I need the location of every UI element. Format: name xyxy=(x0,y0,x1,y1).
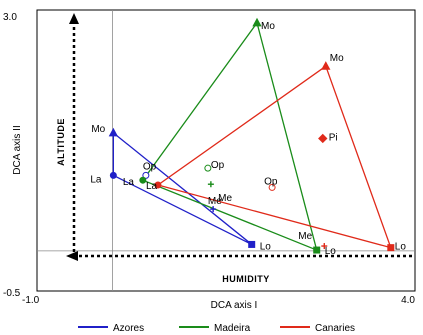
altitude-arrow-head xyxy=(69,13,79,24)
azores-point-lo xyxy=(248,240,256,248)
canaries-point-la-label: La xyxy=(146,181,158,192)
azores-point-me xyxy=(210,206,217,213)
canaries-point-la xyxy=(154,181,162,189)
y-axis-label: DCA axis II xyxy=(12,125,23,174)
canaries-point-pi-label: Pi xyxy=(329,132,338,143)
altitude-annotation: ALTITUDE xyxy=(56,118,66,166)
legend-canaries-label: Canaries xyxy=(315,323,355,334)
madeira-point-op xyxy=(204,164,212,172)
y-tick-min: -0.5 xyxy=(3,288,21,299)
madeira-point-mo-label: Mo xyxy=(261,21,275,32)
canaries-point-op-label: Op xyxy=(264,176,278,187)
canaries-point-pi xyxy=(318,133,328,144)
canaries-hull xyxy=(156,65,392,249)
y-tick-max: 3.0 xyxy=(3,12,17,23)
canaries-point-lo xyxy=(387,244,395,252)
madeira-point-me xyxy=(207,181,214,188)
madeira-hull xyxy=(141,21,318,252)
madeira-point-op-label: Op xyxy=(211,160,225,171)
canaries-point-mo-label: Mo xyxy=(330,53,344,64)
canaries-point-me xyxy=(321,243,328,250)
canaries-point-op xyxy=(268,183,276,191)
azores-point-mo-label: Mo xyxy=(91,124,105,135)
legend-madeira-label: Madeira xyxy=(214,323,251,334)
canaries-point-me-label: Me xyxy=(298,231,312,242)
madeira-point-lo xyxy=(313,246,321,254)
azores-hull xyxy=(112,131,253,246)
canaries-point-lo-label: Lo xyxy=(395,242,407,253)
madeira-point-mo xyxy=(252,17,262,27)
canaries-point-mo xyxy=(321,61,331,70)
madeira-point-me-label: Me xyxy=(208,196,222,207)
madeira-point-la xyxy=(139,176,147,184)
azores-point-la-label: La xyxy=(90,174,102,185)
azores-point-op xyxy=(142,171,150,179)
x-tick-min: -1.0 xyxy=(22,295,40,306)
legend-azores-label: Azores xyxy=(113,323,144,334)
azores-point-me-label: Me xyxy=(218,193,232,204)
azores-point-la xyxy=(109,171,117,179)
humidity-arrow-head xyxy=(66,251,78,261)
x-tick-max: 4.0 xyxy=(401,295,415,306)
azores-point-op-label: Op xyxy=(143,161,157,172)
azores-point-mo xyxy=(108,127,118,137)
azores-point-lo-label: Lo xyxy=(260,241,272,252)
madeira-point-la-label: La xyxy=(123,177,135,188)
x-axis-label: DCA axis I xyxy=(211,300,258,311)
humidity-annotation: HUMIDITY xyxy=(222,274,270,284)
madeira-point-lo-label: Lo xyxy=(325,246,337,257)
plot-frame xyxy=(36,9,416,292)
